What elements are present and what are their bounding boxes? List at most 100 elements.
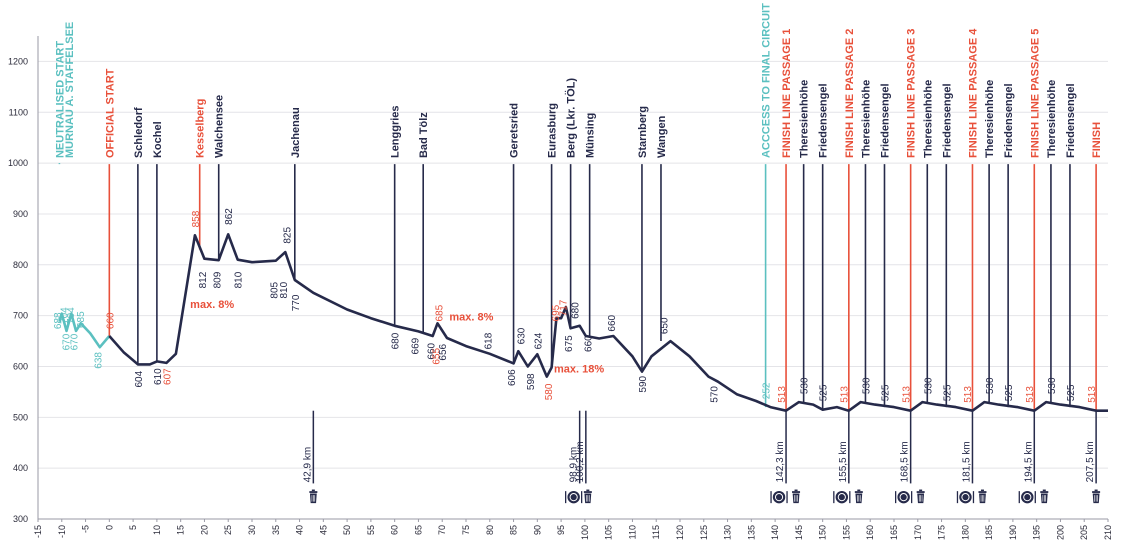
x-tick-label: 205 xyxy=(1079,525,1089,540)
x-tick-label: 175 xyxy=(937,525,947,540)
x-tick-label: 10 xyxy=(152,525,162,535)
elevation-label: 607 xyxy=(162,368,173,385)
trash-bin-icon xyxy=(978,489,987,504)
place-label: OFFICIAL START xyxy=(104,68,116,158)
elevation-label: 252 xyxy=(762,382,773,399)
plate-cutlery-icon xyxy=(833,490,851,504)
y-tick-label: 900 xyxy=(13,209,28,219)
trash-lid xyxy=(792,491,801,493)
place-label: Geretsried xyxy=(509,103,521,158)
trash-bin-icon xyxy=(916,489,925,504)
x-tick-label: 110 xyxy=(627,525,637,539)
place-label: Kesselberg xyxy=(195,99,207,158)
elevation-label: 660 xyxy=(607,314,618,331)
elevation-label: 525 xyxy=(1004,384,1015,401)
km-label: 194,5 km xyxy=(1023,441,1034,482)
plate-cutlery-icon xyxy=(770,490,788,504)
elevation-label: 660 xyxy=(426,342,437,359)
plate xyxy=(567,490,580,504)
gradient-annotations: max. 8% max. 8% max. 18% xyxy=(190,299,604,376)
elevation-label: 598 xyxy=(526,373,537,390)
x-tick-label: 0 xyxy=(104,525,114,530)
elevation-label: 610 xyxy=(153,368,164,385)
x-tick-label: 80 xyxy=(485,525,495,535)
elevation-label: 810 xyxy=(234,271,245,288)
profile-line xyxy=(108,233,1108,412)
x-tick-label: 55 xyxy=(366,525,376,535)
km-label: 98,9 km xyxy=(569,447,580,483)
plate-rim xyxy=(569,493,578,502)
x-tick-label: 25 xyxy=(223,525,233,535)
elevation-label: 670 xyxy=(62,333,73,350)
elevation-label: 513 xyxy=(963,386,974,403)
place-label: Theresienhöhe xyxy=(799,80,811,158)
place-label: Friedensengel xyxy=(879,83,891,158)
km-label: 155,5 km xyxy=(838,441,849,482)
plate xyxy=(1021,490,1034,504)
place-label: Berg (Lkr. TÖL) xyxy=(565,78,578,158)
place-label: Kochel xyxy=(152,121,164,158)
elevation-label: 685 xyxy=(76,311,87,328)
place-label: Walchensee xyxy=(214,95,226,158)
trash-handle xyxy=(311,489,315,492)
elevation-label: 638 xyxy=(93,352,104,369)
place-label: Theresienhöhe xyxy=(922,80,934,158)
elevation-label: 704 xyxy=(66,307,77,324)
place-label: Friedensengel xyxy=(818,83,830,158)
elevation-label: 604 xyxy=(134,370,145,387)
elevation-label: 656 xyxy=(438,343,449,360)
place-label: FINISH LINE PASSAGE 4 xyxy=(967,28,979,158)
x-tick-label: -10 xyxy=(57,525,67,538)
x-tick-label: 155 xyxy=(841,525,851,540)
elevation-label: 704 xyxy=(60,307,71,324)
x-tick-label: 140 xyxy=(770,525,780,540)
elevation-label: 805 xyxy=(269,281,280,298)
x-tick-label: 185 xyxy=(984,525,994,540)
x-tick-label: 75 xyxy=(461,525,471,535)
y-tick-label: 400 xyxy=(13,463,28,473)
km-label: 207,5 km xyxy=(1085,441,1096,482)
elevation-label: 513 xyxy=(901,386,912,403)
elevation-label: 530 xyxy=(861,377,872,394)
x-tick-label: 70 xyxy=(437,525,447,535)
place-label: FINISH LINE PASSAGE 3 xyxy=(906,29,918,158)
x-tick-label: 65 xyxy=(413,525,423,535)
x-tick-label: 95 xyxy=(556,525,566,535)
plate-cutlery-icon xyxy=(565,490,583,504)
x-tick-label: 150 xyxy=(818,525,828,540)
trash-handle xyxy=(586,489,590,492)
km-label: 42,9 km xyxy=(302,447,313,483)
elevation-label: 858 xyxy=(191,210,202,227)
trash-bin-icon xyxy=(1092,489,1101,504)
elevation-label: 650 xyxy=(659,317,670,334)
elevation-label: 530 xyxy=(923,377,934,394)
place-label: Eurasburg xyxy=(547,103,559,158)
x-tick-label: 130 xyxy=(723,525,733,540)
elevation-label: 660 xyxy=(583,335,594,352)
elevation-label: 669 xyxy=(411,337,422,354)
x-tick-label: 85 xyxy=(509,525,519,535)
elevation-label: 675 xyxy=(564,335,575,352)
plate-cutlery-icon xyxy=(1018,490,1036,504)
plate-rim xyxy=(774,493,784,502)
place-label: Theresienhöhe xyxy=(984,80,996,158)
elevation-label: 862 xyxy=(224,208,235,225)
elevation-label: 530 xyxy=(800,377,811,394)
x-tick-label: 50 xyxy=(342,525,352,535)
x-tick-label: 105 xyxy=(604,525,614,540)
x-tick-label: 115 xyxy=(651,525,661,539)
place-label: FINISH xyxy=(1091,122,1103,158)
place-label: Theresienhöhe xyxy=(860,80,872,158)
elevation-label: 580 xyxy=(544,383,555,400)
trash-handle xyxy=(794,489,798,492)
place-label: Starnberg xyxy=(637,106,649,158)
place-label: MURNAU A. STAFFELSEE xyxy=(64,22,76,158)
place-label: Friedensengel xyxy=(941,83,953,158)
trash-bin-icon xyxy=(583,489,592,504)
y-tick-label: 1000 xyxy=(8,158,28,168)
elevation-label: 810 xyxy=(279,281,290,298)
x-tick-label: 195 xyxy=(1032,525,1042,540)
